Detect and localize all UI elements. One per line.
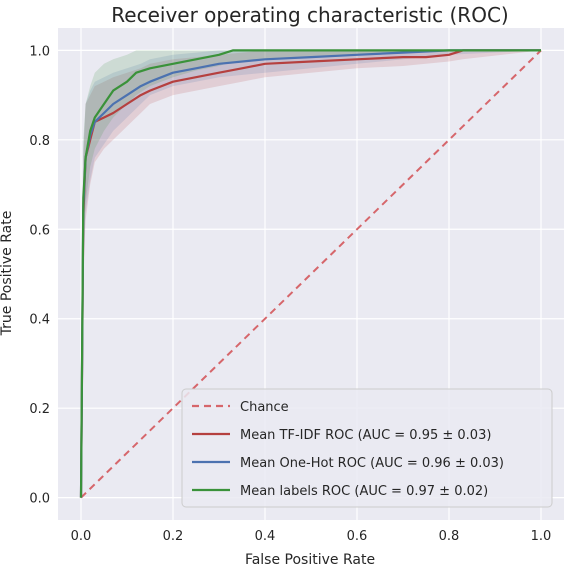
x-tick-label: 0.8	[439, 529, 460, 544]
y-tick-label: 0.2	[29, 402, 50, 417]
x-tick-label: 0.2	[163, 529, 184, 544]
legend-label-0: Chance	[240, 400, 289, 415]
x-axis-label: False Positive Rate	[245, 552, 375, 568]
legend: Chance Mean TF-IDF ROC (AUC = 0.95 ± 0.03…	[181, 388, 553, 508]
series-line-3	[79, 49, 541, 498]
legend-label-1: Mean TF-IDF ROC (AUC = 0.95 ± 0.03)	[240, 428, 491, 443]
y-tick-label: 0.6	[29, 223, 50, 238]
tick-labels: 0.0 0.2 0.4 0.6 0.8 1.0 0.0 0.2 0.4 0.6 0.8 1.0	[29, 44, 551, 544]
x-tick-label: 0.0	[71, 529, 92, 544]
y-tick-label: 1.0	[29, 44, 50, 59]
legend-label-2: Mean One-Hot ROC (AUC = 0.96 ± 0.03)	[240, 456, 504, 471]
x-tick-label: 0.4	[255, 529, 276, 544]
grid-lines	[58, 28, 564, 520]
x-tick-label: 1.0	[531, 529, 552, 544]
x-tick-label: 0.6	[347, 529, 368, 544]
y-tick-label: 0.8	[29, 134, 50, 149]
y-tick-label: 0.0	[29, 492, 50, 507]
chart-title: Receiver operating characteristic (ROC)	[111, 3, 508, 27]
series-lines	[79, 49, 542, 499]
legend-label-3: Mean labels ROC (AUC = 0.97 ± 0.02)	[240, 484, 488, 499]
y-tick-label: 0.4	[29, 313, 50, 328]
legend-box	[181, 388, 553, 508]
y-axis-label: True Positive Rate	[0, 211, 15, 337]
series-line-0	[80, 49, 542, 499]
